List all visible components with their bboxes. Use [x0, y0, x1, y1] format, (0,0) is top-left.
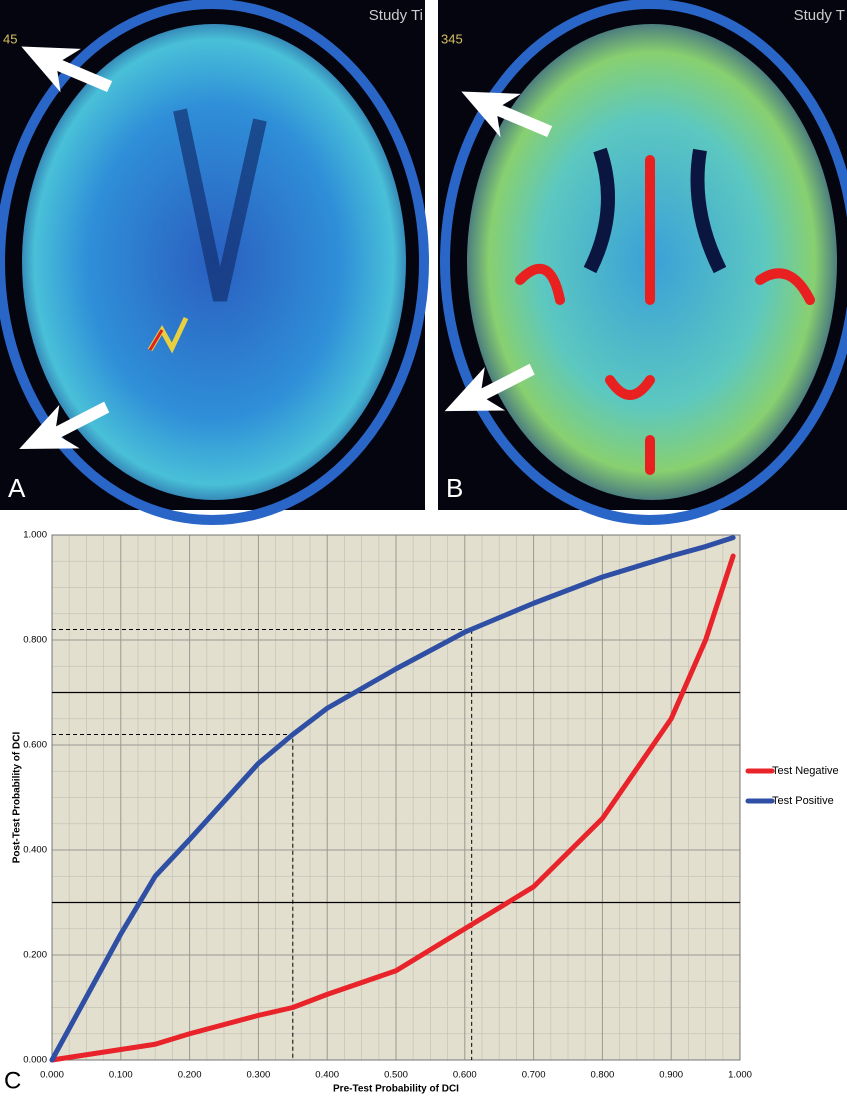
x-tick-label: 0.000 [40, 1070, 64, 1081]
panel-label: C [4, 1067, 21, 1094]
x-tick-label: 0.600 [453, 1070, 477, 1081]
y-tick-label: 0.400 [23, 845, 47, 856]
y-tick-label: 0.600 [23, 740, 47, 751]
y-tick-label: 1.000 [23, 530, 47, 541]
x-tick-label: 0.400 [315, 1070, 339, 1081]
panel-label: A [8, 473, 26, 503]
figure: 0.000 0.100 0.200 0.300 0.400 0.500 0.600 0.700… [0, 0, 847, 1098]
x-tick-label: 0.900 [659, 1070, 683, 1081]
y-tick-label: 0.000 [23, 1055, 47, 1066]
image-corner-text: 45 [3, 31, 17, 46]
image-overlay: Study Ti [369, 7, 423, 24]
x-axis-label: Pre-Test Probability of DCI [333, 1084, 459, 1095]
x-tick-label: 0.300 [247, 1070, 271, 1081]
x-tick-label: 0.100 [109, 1070, 133, 1081]
image-overlay: Study T [794, 7, 845, 24]
x-tick-label: 0.200 [178, 1070, 202, 1081]
chart: 0.000 0.100 0.200 0.300 0.400 0.500 0.600 0.700… [4, 530, 839, 1095]
image-b [435, 0, 847, 520]
y-tick-label: 0.200 [23, 950, 47, 961]
image-corner-text: 345 [441, 31, 463, 46]
panel-label: B [446, 473, 463, 503]
x-tick-label: 0.500 [384, 1070, 408, 1081]
image-a [0, 0, 425, 520]
x-tick-label: 0.800 [591, 1070, 615, 1081]
y-axis-label: Post-Test Probability of DCI [12, 732, 23, 864]
x-tick-label: 0.700 [522, 1070, 546, 1081]
legend-label: Test Negative [772, 765, 839, 777]
legend-label: Test Positive [772, 795, 834, 807]
y-tick-label: 0.800 [23, 635, 47, 646]
x-tick-label: 1.000 [728, 1070, 752, 1081]
